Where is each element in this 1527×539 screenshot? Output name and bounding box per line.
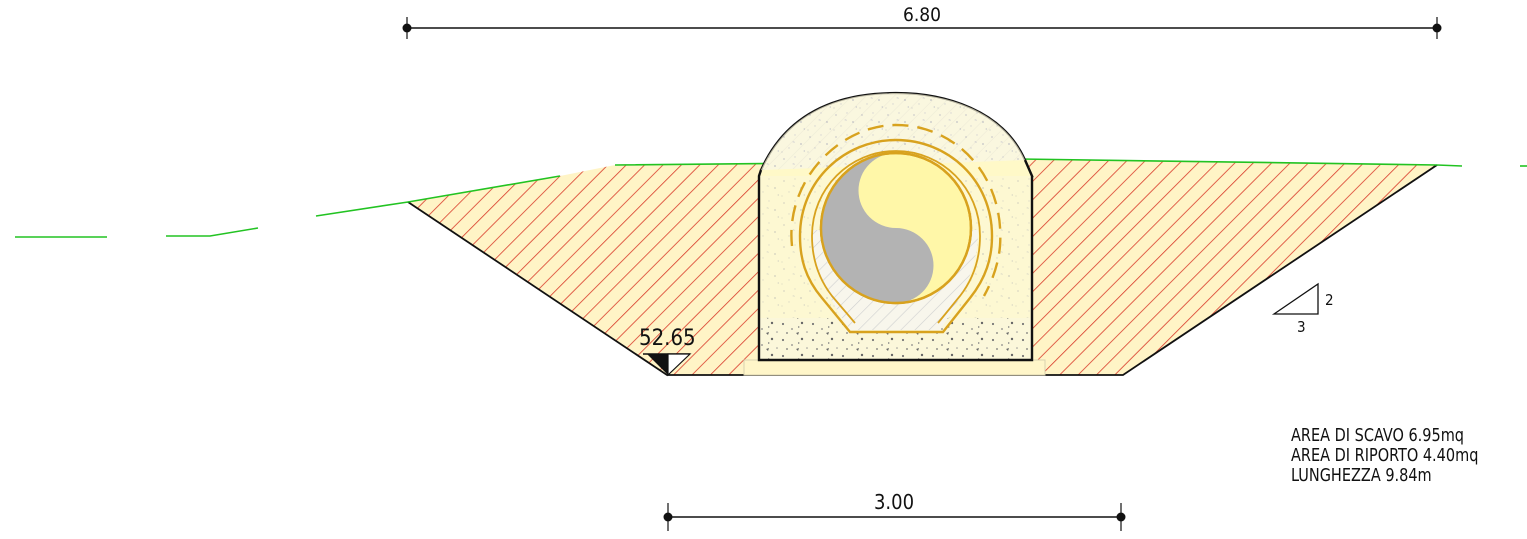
excavation-area-note: AREA DI SCAVO 6.95mq bbox=[1291, 426, 1465, 446]
bottom-dimension-label: 3.00 bbox=[874, 490, 914, 514]
bottom-dimension: 3.00 bbox=[663, 490, 1126, 531]
slope-run: 3 bbox=[1297, 318, 1306, 336]
elevation-label: 52.65 bbox=[639, 326, 696, 351]
slope-indicator: 2 3 bbox=[1271, 282, 1334, 336]
slope-rise: 2 bbox=[1325, 291, 1334, 309]
base-slab bbox=[743, 359, 1046, 376]
pipe-interior bbox=[821, 153, 934, 303]
pipe-outer-ring bbox=[798, 138, 994, 334]
top-dimension-label: 6.80 bbox=[903, 4, 941, 26]
dashed-ring bbox=[790, 123, 1002, 297]
quantities-notes: AREA DI SCAVO 6.95mq AREA DI RIPORTO 4.4… bbox=[1291, 426, 1508, 486]
length-note: LUNGHEZZA 9.84m bbox=[1291, 466, 1432, 486]
elevation-marker: 52.65 bbox=[639, 326, 696, 377]
top-dimension: 6.80 bbox=[402, 4, 1442, 39]
fill-area-note: AREA DI RIPORTO 4.40mq bbox=[1291, 446, 1479, 466]
